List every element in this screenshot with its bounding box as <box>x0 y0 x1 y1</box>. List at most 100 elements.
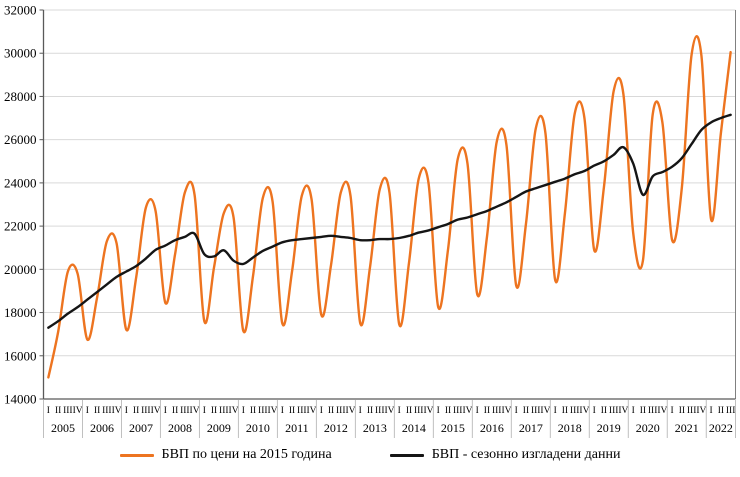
series-line-gdp-2015-prices <box>47 35 732 379</box>
x-axis-quarter-label: IV <box>540 406 550 416</box>
x-axis-year-label: 2018 <box>558 421 582 435</box>
x-axis-quarter-label: III <box>414 406 424 416</box>
x-axis-year-label: 2020 <box>636 421 660 435</box>
x-axis-quarter-label: I <box>164 406 167 416</box>
x-axis-quarter-label: II <box>718 406 724 416</box>
x-axis-quarter-label: IV <box>112 406 122 416</box>
x-axis-quarter-label: IV <box>462 406 472 416</box>
x-axis-quarter-label: II <box>328 406 334 416</box>
x-axis-quarter-label: I <box>359 406 362 416</box>
x-axis-quarter-label: III <box>258 406 268 416</box>
x-axis-year-label: 2015 <box>441 421 465 435</box>
x-axis-year-label: 2012 <box>324 421 348 435</box>
x-axis-quarter-label: I <box>281 406 284 416</box>
x-axis-year-label: 2021 <box>675 421 699 435</box>
x-axis-year-label: 2008 <box>168 421 192 435</box>
x-axis-quarter-label: II <box>172 406 178 416</box>
legend-item-gdp-seasonally-adjusted: БВП - сезонно изгладени данни <box>389 447 621 463</box>
x-axis-quarter-label: II <box>445 406 451 416</box>
y-axis-label: 18000 <box>4 305 37 320</box>
x-axis-quarter-label: III <box>180 406 190 416</box>
y-axis-label: 16000 <box>4 348 37 363</box>
y-axis-label: 20000 <box>4 262 37 277</box>
x-axis-quarter-label: I <box>515 406 518 416</box>
x-axis-quarter-label: II <box>133 406 139 416</box>
chart-legend: БВП по цени на 2015 година БВП - сезонно… <box>0 447 740 463</box>
legend-label-gdp-2015-prices: БВП по цени на 2015 година <box>161 447 332 462</box>
x-axis-year-label: 2014 <box>402 421 426 435</box>
x-axis-quarter-label: III <box>609 406 619 416</box>
x-axis-quarter-label: I <box>86 406 89 416</box>
x-axis-quarter-label: III <box>63 406 73 416</box>
y-axis-label: 28000 <box>4 89 37 104</box>
x-axis-quarter-label: II <box>367 406 373 416</box>
x-axis-quarter-label: I <box>203 406 206 416</box>
x-axis-quarter-label: I <box>125 406 128 416</box>
x-axis-quarter-label: II <box>640 406 646 416</box>
x-axis-year-label: 2022 <box>709 421 733 435</box>
x-axis-quarter-label: I <box>632 406 635 416</box>
x-axis-quarter-label: III <box>531 406 541 416</box>
x-axis-quarter-label: II <box>211 406 217 416</box>
x-axis-quarter-label: III <box>102 406 112 416</box>
x-axis-quarter-label: I <box>47 406 50 416</box>
x-axis-year-label: 2016 <box>480 421 504 435</box>
x-axis-quarter-label: III <box>336 406 346 416</box>
x-axis-quarter-label: II <box>406 406 412 416</box>
x-axis-quarter-label: II <box>679 406 685 416</box>
y-axis-label: 14000 <box>4 392 37 407</box>
x-axis-quarter-label: I <box>710 406 713 416</box>
x-axis-quarter-label: III <box>141 406 151 416</box>
x-axis-year-label: 2011 <box>285 421 309 435</box>
legend-label-gdp-seasonally-adjusted: БВП - сезонно изгладени данни <box>431 447 621 462</box>
x-axis-quarter-label: III <box>492 406 502 416</box>
x-axis-quarter-label: IV <box>579 406 589 416</box>
x-axis-year-label: 2017 <box>519 421 543 435</box>
x-axis-quarter-label: II <box>55 406 61 416</box>
x-axis-quarter-label: I <box>593 406 596 416</box>
x-axis-year-label: 2006 <box>90 421 114 435</box>
x-axis-quarter-label: II <box>562 406 568 416</box>
x-axis-year-label: 2009 <box>207 421 231 435</box>
series-line-gdp-seasonally-adjusted <box>47 113 732 329</box>
x-axis-quarter-label: II <box>250 406 256 416</box>
x-axis-quarter-label: I <box>320 406 323 416</box>
x-axis-quarter-label: II <box>94 406 100 416</box>
x-axis-quarter-label: III <box>297 406 307 416</box>
x-axis-quarter-label: IV <box>384 406 394 416</box>
x-axis-quarter-label: IV <box>657 406 667 416</box>
x-axis-quarter-label: IV <box>73 406 83 416</box>
x-axis-quarter-label: III <box>453 406 463 416</box>
x-axis-quarter-label: III <box>726 406 736 416</box>
y-axis-label: 32000 <box>4 3 37 18</box>
x-axis-year-label: 2019 <box>597 421 621 435</box>
legend-line-sample-orange <box>119 453 154 457</box>
x-axis-quarter-label: III <box>648 406 658 416</box>
x-axis-quarter-label: II <box>601 406 607 416</box>
x-axis-quarter-label: IV <box>151 406 161 416</box>
x-axis-quarter-label: III <box>375 406 385 416</box>
x-axis-quarter-label: II <box>484 406 490 416</box>
y-axis-label: 22000 <box>4 219 37 234</box>
x-axis-year-label: 2007 <box>129 421 153 435</box>
y-axis-label: 26000 <box>4 132 37 147</box>
x-axis-quarter-label: II <box>289 406 295 416</box>
legend-line-sample-black <box>389 453 424 457</box>
x-axis-quarter-label: III <box>219 406 229 416</box>
x-axis-quarter-label: IV <box>423 406 433 416</box>
x-axis-quarter-label: IV <box>696 406 706 416</box>
x-axis-quarter-label: I <box>554 406 557 416</box>
x-axis-quarter-label: IV <box>345 406 355 416</box>
x-axis-quarter-label: IV <box>229 406 239 416</box>
y-axis-label: 24000 <box>4 175 37 190</box>
x-axis-quarter-label: IV <box>307 406 317 416</box>
x-axis-quarter-label: I <box>671 406 674 416</box>
x-axis-quarter-label: II <box>523 406 529 416</box>
x-axis-quarter-label: IV <box>501 406 511 416</box>
x-axis-quarter-label: I <box>398 406 401 416</box>
legend-item-gdp-2015-prices: БВП по цени на 2015 година <box>119 447 332 463</box>
x-axis-quarter-label: IV <box>618 406 628 416</box>
x-axis-quarter-label: III <box>687 406 697 416</box>
x-axis-quarter-label: IV <box>190 406 200 416</box>
